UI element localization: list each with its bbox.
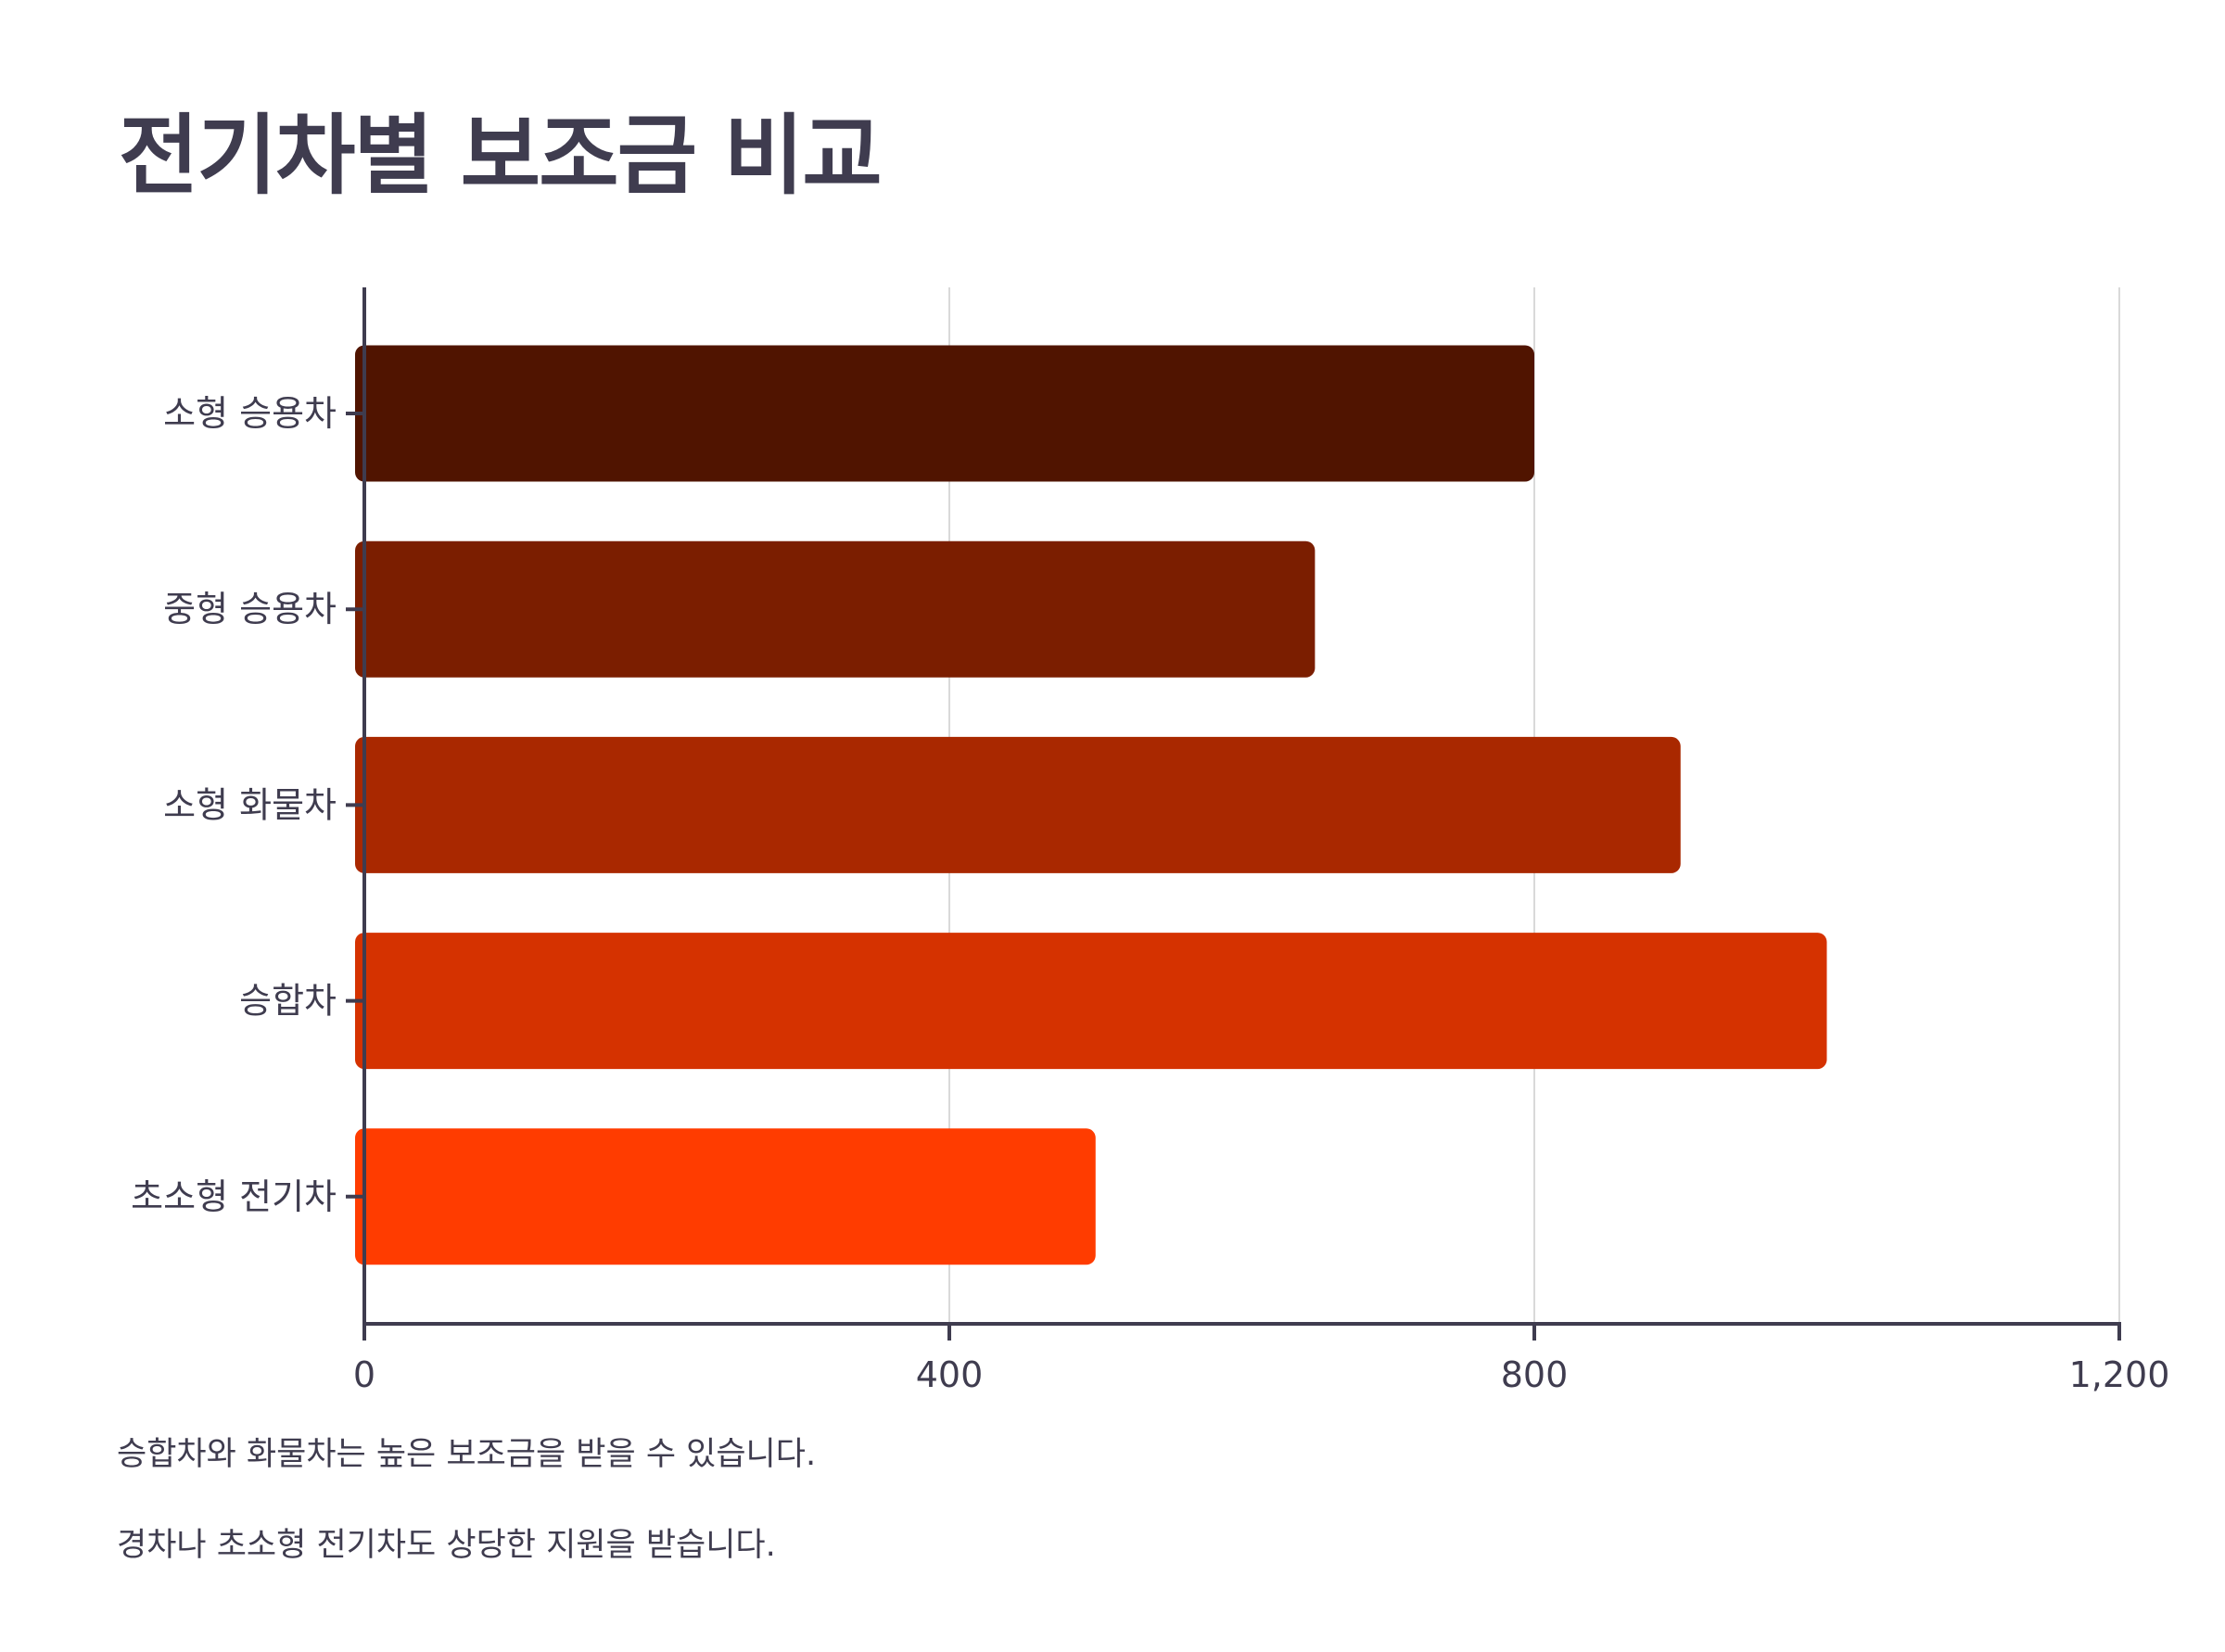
bars <box>355 345 1827 1265</box>
bar-1 <box>355 540 1316 678</box>
x-tick-label-0: 0 <box>353 1354 375 1395</box>
y-tick-label-1: 중형 승용차 <box>163 589 337 629</box>
y-tick-label-4: 초소형 전기차 <box>131 1176 337 1217</box>
bar-0 <box>355 345 1534 482</box>
bar-4 <box>355 1128 1096 1265</box>
bar-3 <box>355 933 1827 1070</box>
bar-2 <box>355 736 1681 873</box>
y-tick-label-3: 승합차 <box>239 981 337 1022</box>
y-tick-label-0: 소형 승용차 <box>163 393 337 434</box>
annotation-note-2: 경차나 초소형 전기차도 상당한 지원을 받습니다. <box>117 1527 776 1564</box>
x-tick-label-3: 1,200 <box>2069 1354 2170 1395</box>
annotation-note-1: 승합차와 화물차는 높은 보조금을 받을 수 있습니다. <box>117 1436 817 1473</box>
x-tick-label-2: 800 <box>1501 1354 1569 1395</box>
chart-title: 전기차별 보조금 비교 <box>119 106 883 207</box>
x-tick-label-1: 400 <box>916 1354 984 1395</box>
y-tick-label-2: 소형 화물차 <box>163 784 337 825</box>
